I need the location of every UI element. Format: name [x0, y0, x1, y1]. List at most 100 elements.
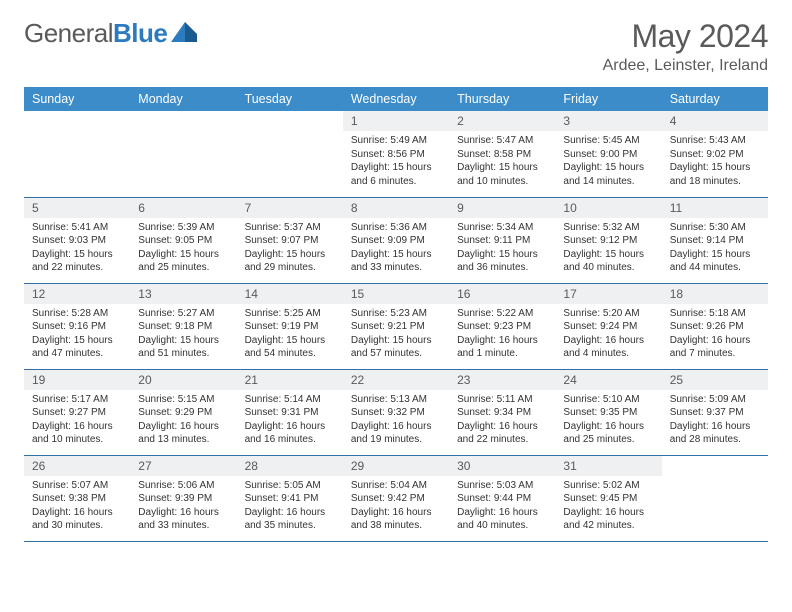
day-number: 22	[343, 370, 449, 390]
sunrise-label: Sunrise:	[457, 308, 494, 319]
sunset-label: Sunset:	[351, 407, 385, 418]
day-info: Sunrise: 5:27 AMSunset: 9:18 PMDaylight:…	[130, 304, 236, 365]
sunrise-value: 5:43 AM	[709, 135, 746, 146]
sunrise-label: Sunrise:	[138, 222, 175, 233]
sunset-line: Sunset: 9:42 PM	[351, 492, 441, 506]
sunset-value: 9:32 PM	[388, 407, 425, 418]
daylight-label: Daylight:	[457, 335, 496, 346]
sunset-line: Sunset: 9:35 PM	[563, 406, 653, 420]
sunrise-line: Sunrise: 5:36 AM	[351, 221, 441, 235]
sunrise-value: 5:11 AM	[497, 394, 533, 405]
day-number: 16	[449, 284, 555, 304]
sunset-line: Sunset: 9:14 PM	[670, 234, 760, 248]
daylight-line: Daylight: 16 hours and 42 minutes.	[563, 506, 653, 533]
sunrise-label: Sunrise:	[138, 480, 175, 491]
day-number: 26	[24, 456, 130, 476]
sunrise-value: 5:18 AM	[709, 308, 746, 319]
sunrise-value: 5:27 AM	[178, 308, 215, 319]
sunrise-line: Sunrise: 5:28 AM	[32, 307, 122, 321]
calendar-cell: 17Sunrise: 5:20 AMSunset: 9:24 PMDayligh…	[555, 283, 661, 369]
daylight-line: Daylight: 16 hours and 16 minutes.	[245, 420, 335, 447]
sunrise-line: Sunrise: 5:47 AM	[457, 134, 547, 148]
sunset-line: Sunset: 9:32 PM	[351, 406, 441, 420]
sunset-label: Sunset:	[32, 321, 66, 332]
day-info: Sunrise: 5:47 AMSunset: 8:58 PMDaylight:…	[449, 131, 555, 192]
logo-text: GeneralBlue	[24, 18, 167, 49]
daylight-label: Daylight:	[245, 507, 284, 518]
sunrise-line: Sunrise: 5:07 AM	[32, 479, 122, 493]
sunset-line: Sunset: 9:26 PM	[670, 320, 760, 334]
calendar-cell: 21Sunrise: 5:14 AMSunset: 9:31 PMDayligh…	[237, 369, 343, 455]
sunset-value: 9:35 PM	[600, 407, 637, 418]
sunset-label: Sunset:	[32, 235, 66, 246]
sunset-line: Sunset: 9:11 PM	[457, 234, 547, 248]
daylight-label: Daylight:	[563, 162, 602, 173]
sunset-label: Sunset:	[457, 321, 491, 332]
sunset-line: Sunset: 9:45 PM	[563, 492, 653, 506]
weekday-header: Tuesday	[237, 87, 343, 111]
daylight-line: Daylight: 15 hours and 6 minutes.	[351, 161, 441, 188]
calendar-cell: ..	[24, 111, 130, 197]
day-info: Sunrise: 5:39 AMSunset: 9:05 PMDaylight:…	[130, 218, 236, 279]
sunrise-label: Sunrise:	[351, 394, 388, 405]
calendar-cell: 3Sunrise: 5:45 AMSunset: 9:00 PMDaylight…	[555, 111, 661, 197]
sunrise-line: Sunrise: 5:22 AM	[457, 307, 547, 321]
sunset-value: 9:24 PM	[600, 321, 637, 332]
daylight-line: Daylight: 15 hours and 47 minutes.	[32, 334, 122, 361]
calendar-row: 26Sunrise: 5:07 AMSunset: 9:38 PMDayligh…	[24, 455, 768, 541]
sunrise-line: Sunrise: 5:11 AM	[457, 393, 547, 407]
sunrise-line: Sunrise: 5:14 AM	[245, 393, 335, 407]
logo-mark-icon	[171, 20, 199, 47]
day-info: Sunrise: 5:36 AMSunset: 9:09 PMDaylight:…	[343, 218, 449, 279]
sunrise-line: Sunrise: 5:13 AM	[351, 393, 441, 407]
daylight-label: Daylight:	[457, 507, 496, 518]
day-info: Sunrise: 5:14 AMSunset: 9:31 PMDaylight:…	[237, 390, 343, 451]
sunset-label: Sunset:	[457, 493, 491, 504]
sunrise-line: Sunrise: 5:45 AM	[563, 134, 653, 148]
daylight-label: Daylight:	[670, 162, 709, 173]
sunset-value: 9:18 PM	[175, 321, 212, 332]
sunrise-value: 5:47 AM	[497, 135, 534, 146]
day-number: 13	[130, 284, 236, 304]
daylight-line: Daylight: 15 hours and 14 minutes.	[563, 161, 653, 188]
day-number: 30	[449, 456, 555, 476]
daylight-label: Daylight:	[32, 335, 71, 346]
day-number: 12	[24, 284, 130, 304]
calendar-cell: 20Sunrise: 5:15 AMSunset: 9:29 PMDayligh…	[130, 369, 236, 455]
daylight-label: Daylight:	[670, 421, 709, 432]
sunset-line: Sunset: 9:02 PM	[670, 148, 760, 162]
daylight-label: Daylight:	[138, 335, 177, 346]
weekday-header: Friday	[555, 87, 661, 111]
daylight-label: Daylight:	[563, 249, 602, 260]
calendar-cell: 2Sunrise: 5:47 AMSunset: 8:58 PMDaylight…	[449, 111, 555, 197]
daylight-line: Daylight: 16 hours and 28 minutes.	[670, 420, 760, 447]
sunset-value: 9:14 PM	[706, 235, 743, 246]
sunrise-value: 5:09 AM	[709, 394, 746, 405]
sunrise-value: 5:39 AM	[178, 222, 215, 233]
day-info: Sunrise: 5:13 AMSunset: 9:32 PMDaylight:…	[343, 390, 449, 451]
day-info: Sunrise: 5:37 AMSunset: 9:07 PMDaylight:…	[237, 218, 343, 279]
day-number: 1	[343, 111, 449, 131]
daylight-label: Daylight:	[138, 249, 177, 260]
day-info: Sunrise: 5:06 AMSunset: 9:39 PMDaylight:…	[130, 476, 236, 537]
calendar-row: ......1Sunrise: 5:49 AMSunset: 8:56 PMDa…	[24, 111, 768, 197]
sunrise-value: 5:05 AM	[284, 480, 321, 491]
sunrise-value: 5:17 AM	[71, 394, 108, 405]
calendar-cell: 26Sunrise: 5:07 AMSunset: 9:38 PMDayligh…	[24, 455, 130, 541]
sunset-label: Sunset:	[245, 235, 279, 246]
daylight-label: Daylight:	[457, 249, 496, 260]
sunset-line: Sunset: 9:16 PM	[32, 320, 122, 334]
day-info: Sunrise: 5:45 AMSunset: 9:00 PMDaylight:…	[555, 131, 661, 192]
sunset-line: Sunset: 9:12 PM	[563, 234, 653, 248]
sunset-label: Sunset:	[670, 149, 704, 160]
sunrise-label: Sunrise:	[351, 135, 388, 146]
calendar-cell: 23Sunrise: 5:11 AMSunset: 9:34 PMDayligh…	[449, 369, 555, 455]
sunset-value: 9:11 PM	[494, 235, 531, 246]
sunrise-label: Sunrise:	[245, 480, 282, 491]
sunset-label: Sunset:	[138, 235, 172, 246]
day-number: 9	[449, 198, 555, 218]
sunrise-line: Sunrise: 5:39 AM	[138, 221, 228, 235]
sunset-value: 8:56 PM	[388, 149, 425, 160]
calendar-cell: 6Sunrise: 5:39 AMSunset: 9:05 PMDaylight…	[130, 197, 236, 283]
sunset-line: Sunset: 9:31 PM	[245, 406, 335, 420]
